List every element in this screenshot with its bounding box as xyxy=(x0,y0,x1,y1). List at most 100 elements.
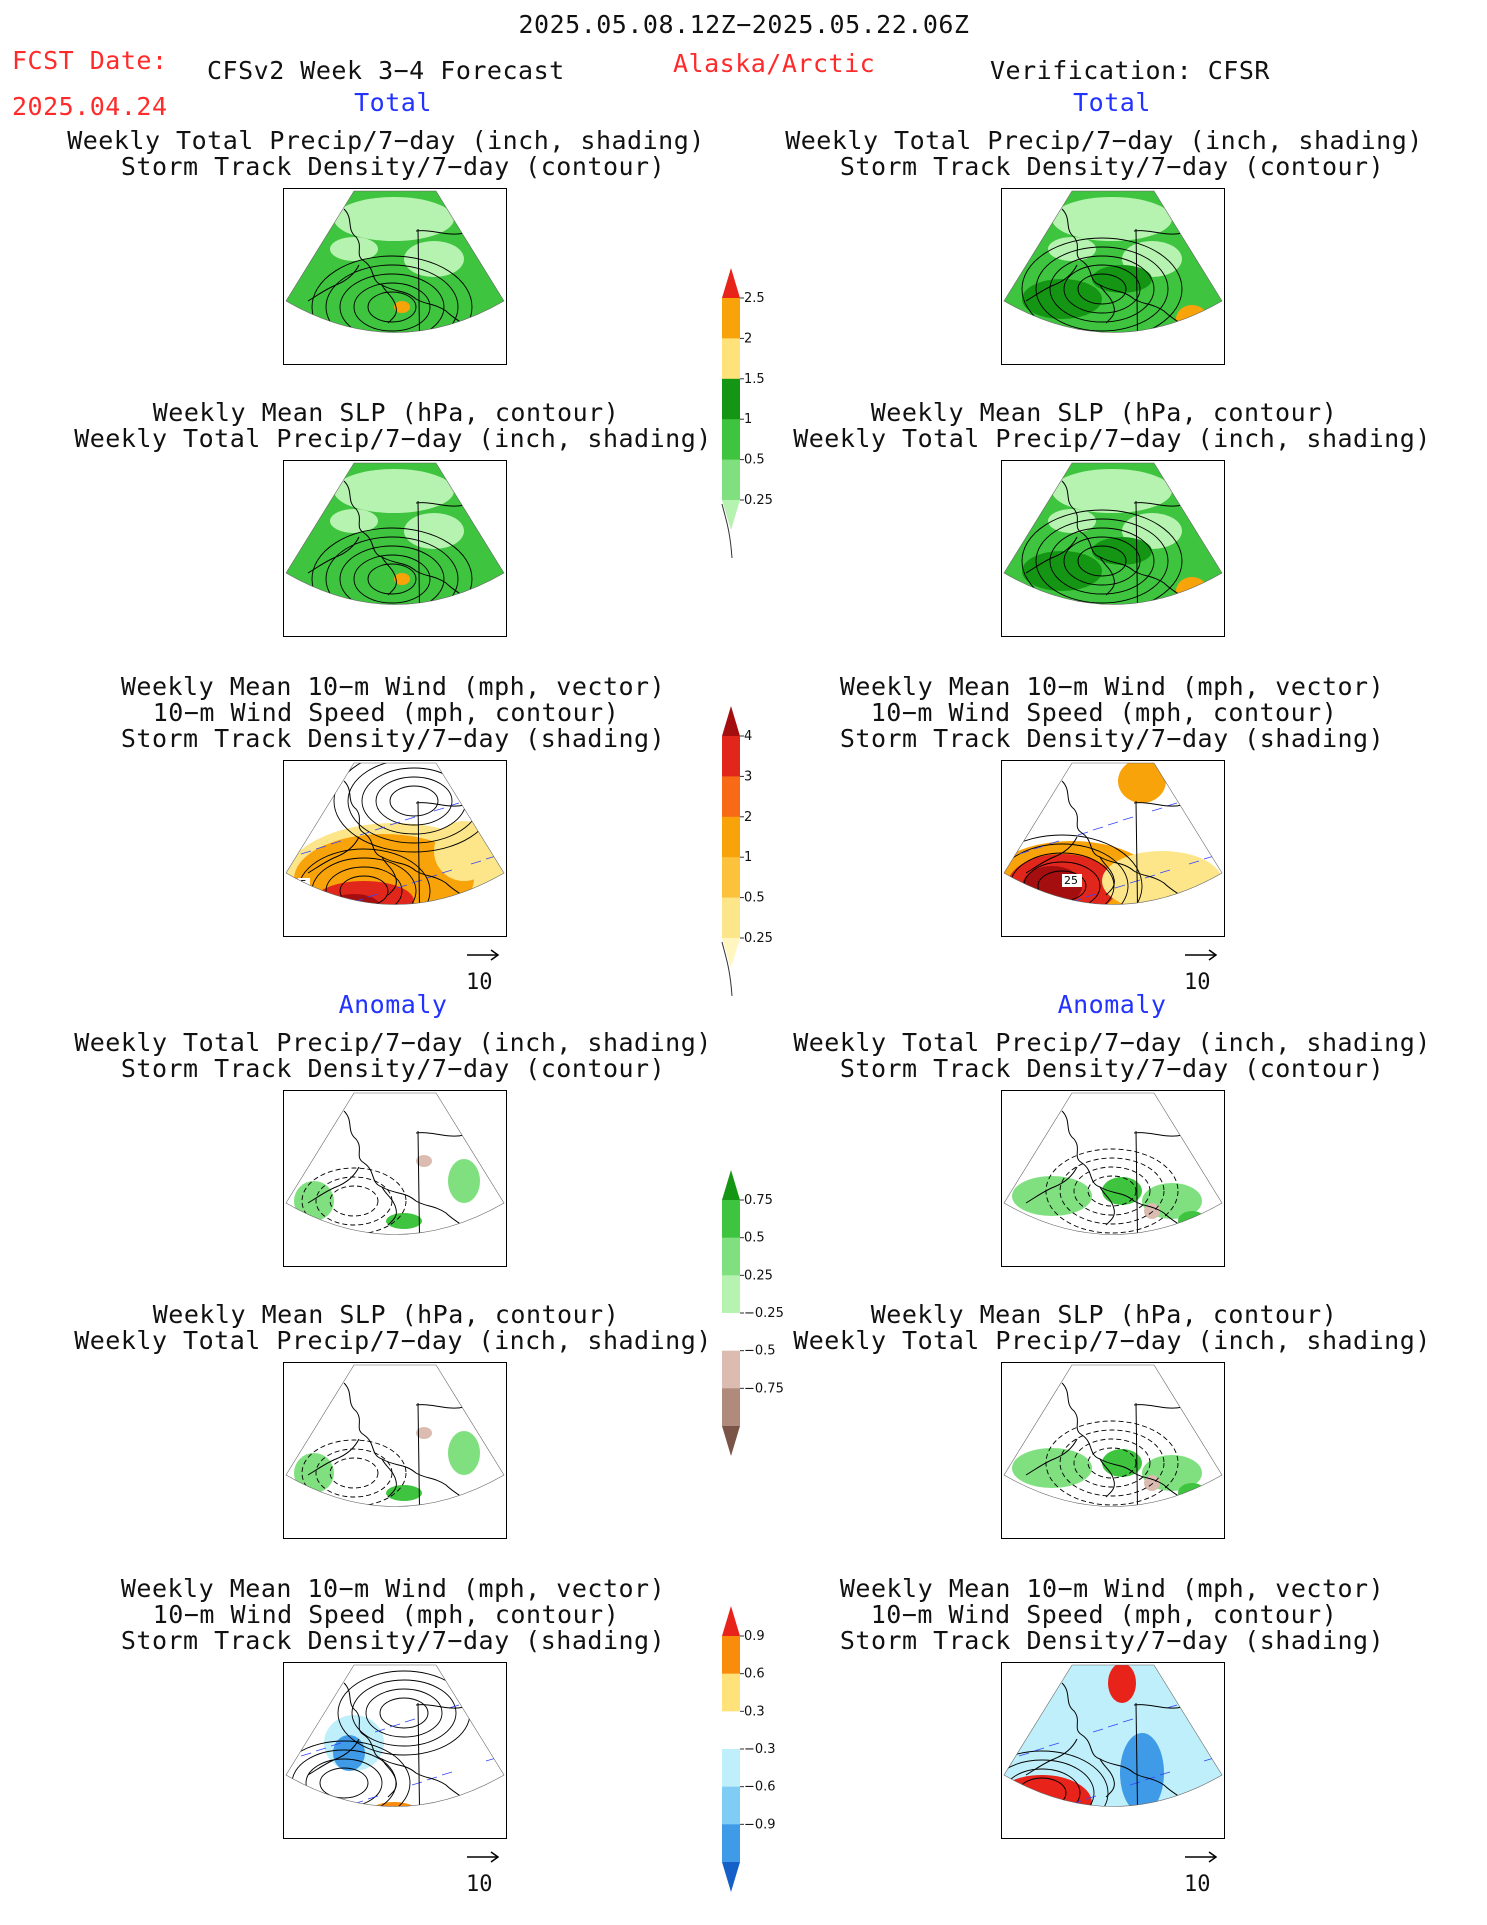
wind-vector xyxy=(1181,797,1193,802)
reference-vector-label: 10 xyxy=(1184,970,1211,995)
colorbar-tick-label: 0.3 xyxy=(744,1704,765,1719)
coastline xyxy=(307,836,360,874)
date-range-title: 2025.05.08.12Z−2025.05.22.06Z xyxy=(518,10,970,39)
contour-line xyxy=(1049,255,1155,323)
map-sector-outline xyxy=(285,1092,505,1235)
shading-area xyxy=(1012,1448,1092,1488)
shading-area xyxy=(1048,509,1096,533)
map-svg: 25 xyxy=(1003,762,1223,905)
coastline xyxy=(381,284,397,324)
shading-area xyxy=(1022,279,1102,319)
wind-vector xyxy=(1188,860,1200,865)
shading-area xyxy=(330,509,378,533)
map-svg xyxy=(285,1364,505,1507)
shading-area xyxy=(448,1159,480,1203)
map-sector-outline xyxy=(1003,1364,1223,1507)
colorbar-segment xyxy=(722,706,740,736)
map-anom-wind-storm-verification xyxy=(1001,1662,1225,1839)
section-total-left: Total xyxy=(354,88,432,117)
contour-line xyxy=(367,563,417,595)
map-svg xyxy=(1003,1092,1223,1235)
map-anom-precip-storm-verification xyxy=(1001,1090,1225,1267)
wind-vector xyxy=(337,1805,349,1807)
colorbar-tick-label: 4 xyxy=(744,729,752,744)
contour-line xyxy=(1073,1438,1151,1488)
shading-area xyxy=(434,821,494,881)
shading-area xyxy=(294,1181,334,1221)
wind-vector xyxy=(1055,903,1067,905)
model-title: CFSv2 Week 3−4 Forecast xyxy=(207,56,565,85)
colorbar-segment xyxy=(722,1350,740,1389)
contour-line xyxy=(319,1767,369,1799)
section-anomaly-left: Anomaly xyxy=(338,990,448,1019)
panel-title: Weekly Total Precip/7−day (inch, shading… xyxy=(793,1326,1431,1355)
reference-vector-label: 10 xyxy=(466,1872,493,1897)
wind-vector xyxy=(300,1752,312,1757)
coastline xyxy=(381,1458,397,1498)
map-sector-outline xyxy=(285,1364,505,1507)
wind-vector xyxy=(470,860,482,865)
contour-line xyxy=(311,527,473,605)
map-total-wind-storm-verification: 25 xyxy=(1001,760,1225,937)
map-svg xyxy=(1003,190,1223,333)
wind-vector xyxy=(1018,850,1030,855)
map-layer xyxy=(1004,1665,1222,1807)
wind-vector xyxy=(441,869,453,874)
wind-vector xyxy=(293,1689,305,1694)
wind-vector xyxy=(1055,1805,1067,1807)
colorbar-tick-label: 1 xyxy=(744,850,752,865)
map-svg xyxy=(1003,1364,1223,1507)
wind-vector xyxy=(1085,1795,1097,1800)
colorbar-svg: 0.9 0.6 0.3 −0.3 −0.6 −0.9 xyxy=(722,1606,776,1892)
map-sector-outline xyxy=(285,1664,505,1807)
colorbar-tick-label: −0.75 xyxy=(744,1381,784,1396)
coastline xyxy=(343,780,504,905)
map-svg xyxy=(1003,462,1223,605)
colorbar-segment xyxy=(722,857,740,899)
shading-area xyxy=(1120,1733,1164,1807)
contour-line xyxy=(329,1457,379,1489)
wind-vector xyxy=(1092,1728,1104,1733)
colorbar-precip-total: 2.5 2 1.5 1 0.5 0.25 xyxy=(721,268,802,559)
shading-area xyxy=(404,513,464,549)
contour-line xyxy=(379,1697,429,1729)
panel-title: Weekly Total Precip/7−day (inch, shading… xyxy=(793,1028,1431,1057)
colorbar-svg: 4 3 2 1 0.5 0.25 xyxy=(721,706,773,997)
shading-area xyxy=(286,1365,504,1507)
colorbar-segment xyxy=(722,338,740,380)
coastline xyxy=(1135,1130,1139,1235)
shading-area xyxy=(1102,851,1222,905)
coastline xyxy=(343,480,504,605)
coastline xyxy=(1061,1110,1222,1235)
colorbar-tick-label: −0.9 xyxy=(744,1817,776,1832)
fcst-date-label: FCST Date: xyxy=(12,46,168,75)
contour-line xyxy=(1004,1759,1095,1807)
panel-title: Weekly Mean 10−m Wind (mph, vector) xyxy=(839,1574,1385,1603)
shading-area xyxy=(1152,1803,1192,1807)
wind-vector xyxy=(1033,845,1045,850)
contour-label: 25 xyxy=(1064,874,1078,887)
shading-area xyxy=(1118,763,1166,803)
colorbar-tick-label: 2.5 xyxy=(744,291,765,306)
contour-line xyxy=(339,545,445,605)
panel-title: Weekly Total Precip/7−day (inch, shading… xyxy=(74,424,712,453)
colorbar-storm-total: 4 3 2 1 0.5 0.25 xyxy=(721,706,802,997)
map-total-slp-precip-forecast xyxy=(283,460,507,637)
colorbar-tick-label: 1.5 xyxy=(744,372,765,387)
colorbar-segment xyxy=(722,459,740,501)
panel-title: Weekly Mean 10−m Wind (mph, vector) xyxy=(120,672,666,701)
map-total-precip-storm-verification xyxy=(1001,188,1225,365)
wind-vector xyxy=(1048,840,1060,845)
colorbar-precip-anomaly: 0.75 0.5 0.25 −0.25 −0.5 −0.75 xyxy=(722,1170,802,1456)
panel-title: Weekly Mean 10−m Wind (mph, vector) xyxy=(120,1574,666,1603)
panel-title: Storm Track Density/7−day (shading) xyxy=(120,1626,666,1655)
coastline xyxy=(307,1438,360,1476)
reference-vector-label: 10 xyxy=(466,970,493,995)
contour-line xyxy=(339,875,389,905)
verification-title: Verification: CFSR xyxy=(990,56,1270,85)
coastline xyxy=(417,800,421,905)
colorbar-tick-label: 0.5 xyxy=(744,1231,765,1246)
contour-line xyxy=(1063,536,1141,586)
contour-line xyxy=(286,1740,411,1807)
shading-area xyxy=(386,1485,422,1501)
